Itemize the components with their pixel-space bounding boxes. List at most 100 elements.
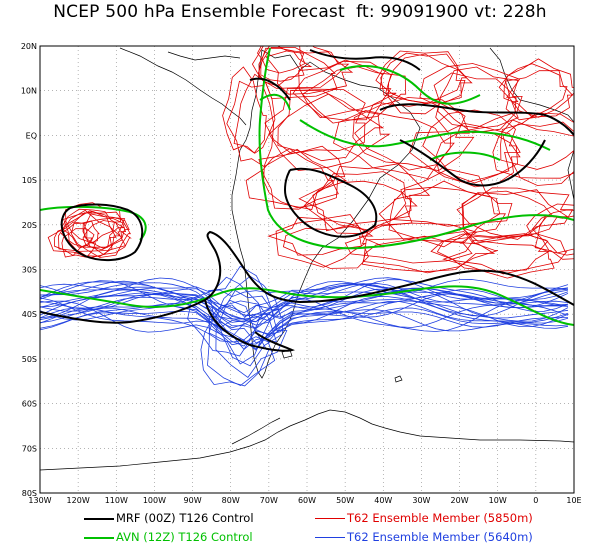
red-member-contour [277,89,385,162]
lat-tick-label: 70S [22,444,37,453]
legend-label-red: T62 Ensemble Member (5850m) [347,511,533,525]
lon-tick-label: 50W [336,496,354,505]
blue-member-contour [40,300,569,350]
blue-member-contour [200,299,270,387]
red-member-contour [500,112,574,170]
red-member-contour [233,73,276,154]
blue-member-contour [40,277,569,326]
red-member-contour [526,203,574,254]
avn-contour [259,93,291,111]
red-member-contour [275,219,369,268]
avn-contour [339,65,481,105]
red-member-contour [63,211,126,252]
lat-tick-label: 80S [22,489,37,498]
mrf-contour [60,203,144,262]
blue-member-contour [40,307,569,351]
lat-tick-label: 20N [21,42,37,51]
blue-member-contour [40,297,569,329]
legend-red-member: T62 Ensemble Member (5850m) [315,511,533,525]
legend-label-mrf: MRF (00Z) T126 Control [116,511,254,525]
red-member-contour [503,63,568,118]
mrf-contour [379,103,574,136]
lon-tick-label: 30W [412,496,430,505]
red-member-contour [433,72,519,134]
blue-member-contour [40,289,569,344]
blue-member-contour [40,280,569,323]
blue-member-contour [40,293,569,323]
red-ensemble-contours [47,46,574,279]
red-member-contour [245,148,335,210]
legend-swatch-black [84,517,114,520]
blue-member-contour [40,277,569,323]
red-member-contour [502,121,574,179]
blue-member-contour [40,279,569,298]
lon-tick-label: 0 [533,496,538,505]
blue-member-contour [40,282,569,329]
lon-tick-label: 10E [566,496,581,505]
red-member-contour [312,163,431,231]
lat-tick-label: 10S [22,176,37,185]
blue-member-contour [215,289,288,378]
blue-member-contour [40,301,569,345]
mrf-contour [283,167,378,238]
lon-tick-label: 110W [105,496,128,505]
red-member-contour [498,58,574,118]
legend-mrf: MRF (00Z) T126 Control [84,511,254,525]
legend-swatch-red [315,518,345,519]
red-member-contour [53,221,93,257]
chart-title: NCEP 500 hPa Ensemble Forecast ft: 99091… [53,2,547,22]
red-member-contour [251,46,305,87]
red-member-contour [504,70,574,121]
mrf-contour [40,230,574,324]
red-member-contour [430,233,551,272]
red-member-contour [409,122,521,184]
red-member-contour [492,119,574,186]
lat-tick-label: 10N [21,87,37,96]
lat-tick-label: 30S [22,266,37,275]
red-member-contour [303,180,418,235]
lat-tick-label: 40S [22,310,37,319]
avn-contour [429,151,501,161]
red-member-contour [60,208,126,248]
mrf-contour [399,139,546,187]
red-member-contour [380,52,468,105]
lat-tick-label: 20S [22,221,37,230]
mrf-control-contours [40,49,574,352]
blue-member-contour [40,307,569,346]
latitude-labels: 20N 10N EQ 10S 20S 30S 40S 50S 60S 70S 80S [21,42,37,498]
avn-control-contours [40,47,574,326]
legend-label-avn: AVN (12Z) T126 Control [116,530,253,544]
red-member-contour [361,235,496,273]
lat-tick-label: 60S [22,400,37,409]
red-member-contour [531,209,574,256]
plot-frame [39,45,575,494]
avn-contour [299,119,551,151]
red-member-contour [222,66,267,154]
legend-avn: AVN (12Z) T126 Control [84,530,253,544]
legend-blue-member: T62 Ensemble Member (5640m) [315,530,533,544]
mrf-contour [204,299,296,352]
lon-tick-label: 120W [67,496,90,505]
red-member-contour [392,168,513,227]
lon-tick-label: 130W [28,496,51,505]
blue-member-contour [40,289,569,314]
red-member-contour [354,101,470,171]
blue-member-contour [207,300,277,386]
red-member-contour [456,187,574,240]
mrf-contour [249,77,291,101]
blue-member-contour [187,276,263,357]
red-member-contour [378,186,501,243]
red-member-contour [267,214,374,256]
red-member-contour [82,220,132,255]
red-member-contour [257,46,306,74]
red-member-contour [292,60,397,121]
coastline [40,47,574,471]
red-member-contour [260,47,313,82]
lat-tick-label: EQ [26,131,37,140]
legend-swatch-green [84,536,114,539]
lon-tick-label: 90W [184,496,202,505]
red-member-contour [70,211,131,258]
lon-tick-label: 100W [143,496,166,505]
legend-swatch-blue [315,537,345,538]
